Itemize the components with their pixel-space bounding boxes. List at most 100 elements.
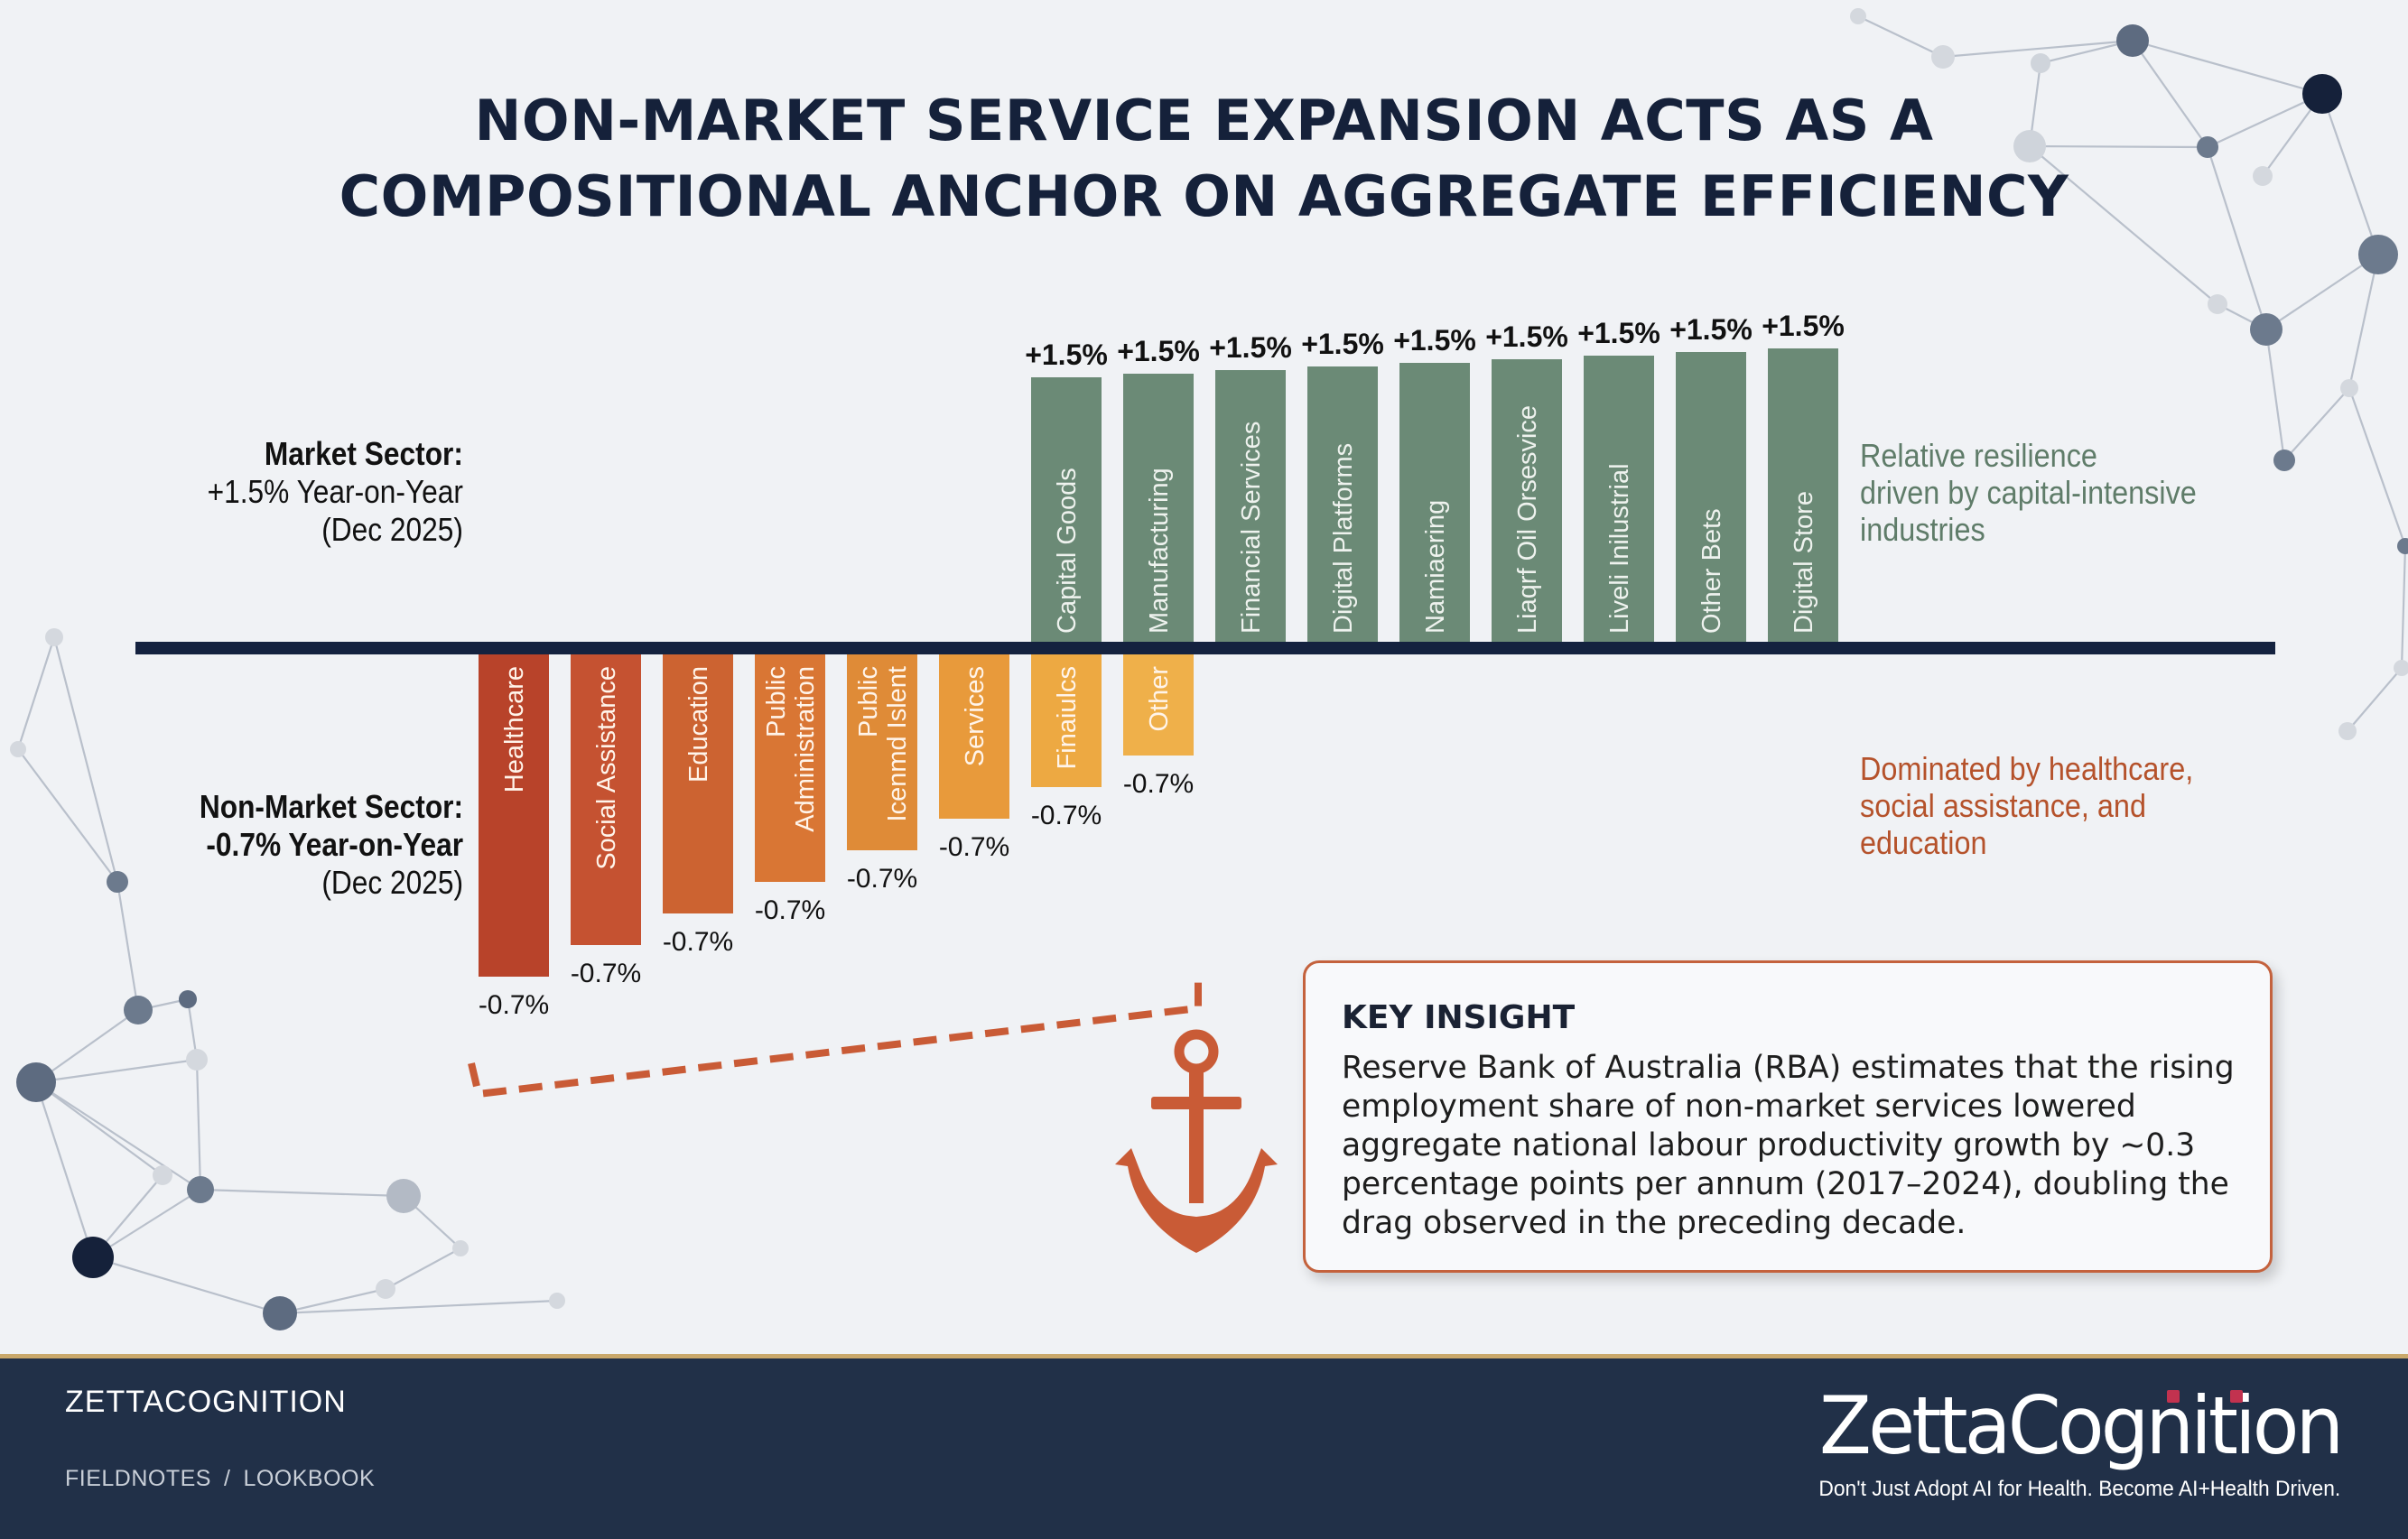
nonmarket-sector-value: -0.7% Year-on-Year <box>206 826 463 863</box>
market-category-label: Other Bets <box>1697 508 1726 634</box>
network-node <box>386 1179 421 1213</box>
title-line-2: COMPOSITIONAL ANCHOR ON AGGREGATE EFFICI… <box>339 163 2069 229</box>
logo-dot-2 <box>2230 1390 2243 1403</box>
nonmarket-value-label: -0.7% <box>755 895 825 925</box>
market-note-line: industries <box>1860 511 1985 548</box>
network-node <box>16 1062 56 1102</box>
network-edge <box>35 1081 163 1176</box>
nonmarket-category-label: Healthcare <box>500 666 529 793</box>
market-category-label: Liveli Inilustrial <box>1605 463 1634 634</box>
network-node <box>2250 313 2282 346</box>
network-node <box>2273 450 2295 471</box>
nonmarket-bar <box>1031 648 1102 787</box>
network-edge <box>2348 387 2407 547</box>
nonmarket-bar <box>847 648 917 850</box>
nonmarket-value-label: -0.7% <box>1031 801 1102 830</box>
nonmarket-sector-period: (Dec 2025) <box>321 864 463 901</box>
market-category-label: Namiaering <box>1421 500 1450 634</box>
network-edge <box>34 1081 95 1258</box>
network-node <box>2394 660 2408 676</box>
network-edge <box>200 1188 404 1198</box>
network-edge <box>2029 145 2218 305</box>
logo-dot-1 <box>2167 1390 2180 1403</box>
nonmarket-category-label: Other <box>1145 666 1174 732</box>
network-node <box>186 1049 208 1071</box>
market-category-label: Digital Store <box>1790 491 1818 634</box>
network-node <box>452 1240 469 1256</box>
network-edge <box>2265 254 2379 330</box>
zettacognition-logo: ZettaCognition <box>1818 1379 2344 1472</box>
market-bar <box>1215 370 1286 648</box>
nonmarket-note-line: Dominated by healthcare, <box>1860 750 2194 787</box>
network-node <box>10 741 26 757</box>
market-bar <box>1399 363 1470 648</box>
network-node <box>2397 538 2408 554</box>
network-edge <box>1857 15 1944 58</box>
network-node <box>153 1165 172 1185</box>
network-edge <box>2400 545 2407 669</box>
network-node <box>2031 53 2050 73</box>
anchor-chain-line <box>468 975 1202 1099</box>
market-category-label: Capital Goods <box>1053 468 1082 634</box>
nonmarket-note-line: social assistance, and <box>1860 787 2146 824</box>
breadcrumb-fieldnotes[interactable]: FIELDNOTES <box>65 1466 211 1491</box>
market-sector-label: Market Sector: +1.5% Year-on-Year (Dec 2… <box>172 435 463 549</box>
nonmarket-category-label: Education <box>684 666 713 783</box>
page-title: NON-MARKET SERVICE EXPANSION ACTS AS A C… <box>0 83 2408 235</box>
network-edge <box>17 748 118 883</box>
network-decoration <box>10 8 2408 1330</box>
market-category-label: Liaqrf Oil Orsesvice <box>1513 405 1542 634</box>
market-category-label: Financial Services <box>1237 422 1266 634</box>
nonmarket-sector-name: Non-Market Sector: <box>199 788 463 825</box>
network-node <box>549 1293 565 1309</box>
network-edge <box>1942 39 2134 59</box>
key-insight-line: aggregate national labour productivity g… <box>1342 1127 2196 1164</box>
network-node <box>124 996 153 1024</box>
breadcrumb: FIELDNOTES / LOOKBOOK <box>65 1466 375 1492</box>
key-insight-line: percentage points per annum (2017–2024),… <box>1342 1166 2229 1202</box>
anchor-icon <box>1115 1029 1278 1253</box>
network-edge <box>279 1287 386 1315</box>
footer-brand[interactable]: ZETTACOGNITION <box>65 1385 347 1419</box>
footer-bar <box>0 1354 2408 1539</box>
network-node <box>72 1237 114 1278</box>
breadcrumb-lookbook[interactable]: LOOKBOOK <box>243 1466 376 1491</box>
zero-baseline <box>135 642 2275 654</box>
footer-accent-rule <box>0 1354 2408 1358</box>
network-edge <box>2029 144 2208 149</box>
market-category-label: Manufacturing <box>1145 468 1174 634</box>
nonmarket-bar <box>663 648 733 913</box>
network-node <box>2116 24 2149 57</box>
nonmarket-category-label: Social Assistance <box>592 666 621 870</box>
breadcrumb-separator: / <box>223 1466 231 1491</box>
market-value-label: +1.5% <box>1393 324 1476 357</box>
market-bar <box>1676 352 1746 648</box>
market-bar <box>1031 377 1102 648</box>
market-value-label: +1.5% <box>1577 317 1660 349</box>
network-node <box>2197 136 2218 158</box>
market-category-label: Digital Platforms <box>1329 443 1358 634</box>
network-edge <box>195 1059 202 1191</box>
network-edge <box>385 1247 461 1290</box>
network-edge <box>35 1058 198 1084</box>
network-node <box>1931 45 1955 69</box>
network-edge <box>2132 40 2208 148</box>
nonmarket-value-label: -0.7% <box>1123 769 1194 799</box>
key-insight-card: KEY INSIGHT Reserve Bank of Australia (R… <box>1303 960 2273 1273</box>
key-insight-body: Reserve Bank of Australia (RBA) estimate… <box>1342 1049 2236 1243</box>
network-edge <box>2132 39 2323 96</box>
market-value-label: +1.5% <box>1117 335 1200 367</box>
network-node <box>2358 235 2398 274</box>
market-value-label: +1.5% <box>1301 328 1384 360</box>
network-edge <box>35 1081 201 1191</box>
market-value-label: +1.5% <box>1209 331 1292 364</box>
nonmarket-bar <box>571 648 641 945</box>
nonmarket-category-label: Administration <box>791 666 820 832</box>
market-value-label: +1.5% <box>1669 313 1753 346</box>
network-node <box>2302 74 2342 114</box>
network-edge <box>2348 254 2380 389</box>
network-edge <box>116 881 140 1011</box>
network-node <box>2340 379 2358 397</box>
title-line-1: NON-MARKET SERVICE EXPANSION ACTS AS A <box>474 88 1934 153</box>
market-bar <box>1584 356 1654 648</box>
